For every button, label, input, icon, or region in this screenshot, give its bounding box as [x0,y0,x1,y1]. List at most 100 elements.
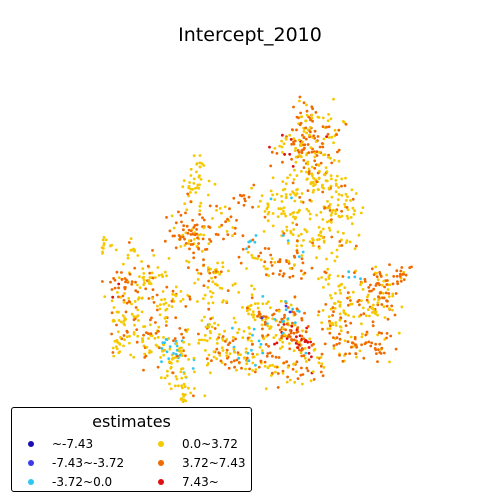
map-point [361,288,365,291]
map-point [185,224,189,228]
map-point [373,297,376,301]
map-point [360,322,363,326]
map-point [332,141,335,145]
map-point [301,329,304,333]
map-point [202,218,206,222]
map-point [285,229,289,232]
map-point [337,300,340,303]
map-point [245,362,249,366]
map-point [243,356,246,359]
map-point [363,342,367,346]
map-point [316,356,319,359]
map-point [297,255,301,259]
map-point [290,196,293,200]
map-point [129,353,133,357]
map-point [125,335,129,339]
map-point [294,160,298,164]
map-point [228,207,231,211]
map-point [157,325,161,329]
map-point [202,284,206,287]
map-point [397,331,401,335]
map-point [332,159,336,162]
map-point [278,273,281,276]
map-point [123,338,126,342]
map-point [309,379,313,383]
map-point [195,223,199,227]
map-point [332,97,335,101]
map-point [360,343,363,347]
map-point [266,205,270,209]
map-point [367,286,371,289]
map-point [112,277,115,280]
map-point [230,360,233,364]
map-point [174,316,178,320]
map-point [374,348,378,352]
map-point [141,267,145,270]
map-point [330,135,334,139]
map-point [141,337,144,340]
map-point [288,267,292,270]
map-point [340,209,343,213]
map-point [117,330,120,334]
map-point [281,150,284,154]
map-point [172,226,176,230]
map-point [270,257,274,260]
map-point [264,315,268,319]
map-point [296,211,299,215]
map-point [112,354,116,358]
map-point [306,189,310,193]
map-point [147,297,151,300]
map-point [340,194,344,197]
map-point [315,256,318,260]
map-point [357,233,361,237]
map-point [257,365,261,369]
map-point [253,240,257,244]
map-point [311,190,315,194]
map-point [198,213,202,216]
map-point [180,376,184,380]
map-point [319,161,323,165]
map-point [253,256,257,260]
map-point [338,325,342,328]
legend-swatch-4 [158,440,164,447]
map-point [221,335,225,338]
map-point [160,273,164,277]
map-point [152,301,156,304]
map-point [302,159,306,162]
map-point [170,214,174,218]
map-point [319,356,323,359]
map-point [280,145,284,149]
map-point [201,216,204,220]
map-point [344,122,348,126]
map-point [269,189,273,193]
map-point [394,292,398,295]
map-point [156,266,160,269]
map-point [334,182,338,186]
map-point [206,193,210,197]
map-point [250,186,254,190]
map-point [350,345,353,349]
map-point [344,176,347,180]
map-point [165,350,169,354]
map-point [231,335,235,339]
legend-item-2: -7.43~-3.72 [28,456,124,470]
map-point [282,232,286,235]
map-point [404,273,408,277]
map-point [144,287,148,291]
map-point [212,350,216,354]
map-point [202,258,205,262]
map-point [124,310,128,314]
map-point [228,352,232,355]
map-point [271,176,275,180]
map-point [288,173,292,177]
map-point [247,312,251,316]
map-point [302,130,306,133]
map-point [281,188,285,192]
map-point [213,182,217,186]
map-point [142,278,146,282]
map-point [335,248,339,252]
map-point [388,307,391,311]
map-point [163,376,167,380]
map-point [266,316,270,320]
map-point [207,242,211,246]
